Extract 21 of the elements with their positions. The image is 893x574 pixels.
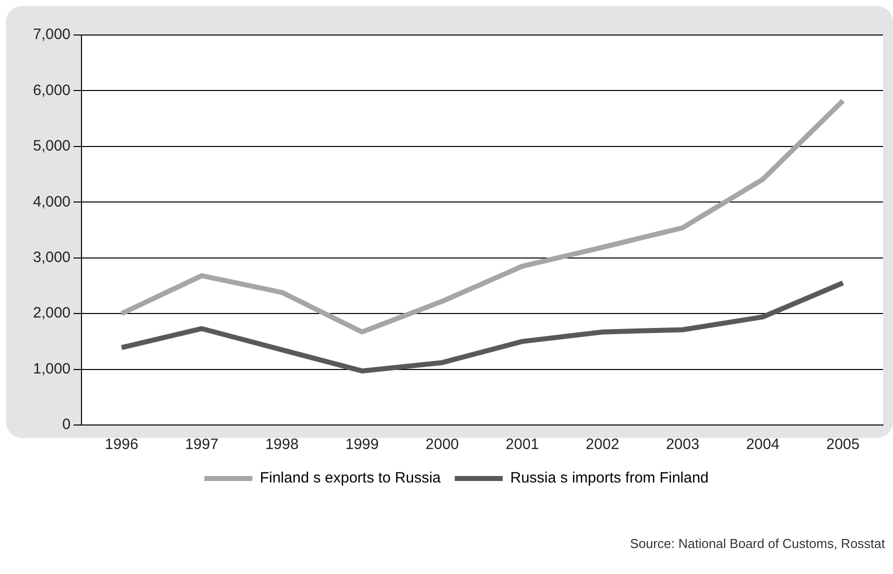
x-tick-label: 2005 — [826, 436, 860, 454]
legend-label: Russia s imports from Finland — [510, 470, 709, 487]
x-tick-label: 2002 — [586, 436, 620, 454]
x-tick-label: 1999 — [345, 436, 379, 454]
y-tick-label: 3,000 — [32, 249, 71, 266]
y-tick-label: 2,000 — [32, 304, 71, 322]
y-tick-label: 6,000 — [32, 82, 71, 99]
x-tick-label: 2003 — [666, 436, 700, 454]
legend-label: Finland s exports to Russia — [260, 470, 442, 487]
y-tick-label: 7,000 — [32, 26, 71, 44]
y-tick-label: 0 — [62, 416, 71, 434]
x-tick-label: 1996 — [104, 436, 138, 454]
x-tick-label: 1998 — [265, 436, 299, 454]
x-tick-label: 1997 — [185, 436, 218, 454]
y-tick-label: 1,000 — [32, 360, 71, 378]
y-tick-label: 5,000 — [32, 138, 71, 155]
x-tick-label: 2004 — [746, 436, 780, 454]
x-tick-label: 2001 — [506, 436, 540, 454]
x-tick-label: 2000 — [426, 436, 459, 454]
source-note: Source: National Board of Customs, Rosstat — [630, 536, 886, 551]
y-tick-label: 4,000 — [32, 193, 71, 210]
